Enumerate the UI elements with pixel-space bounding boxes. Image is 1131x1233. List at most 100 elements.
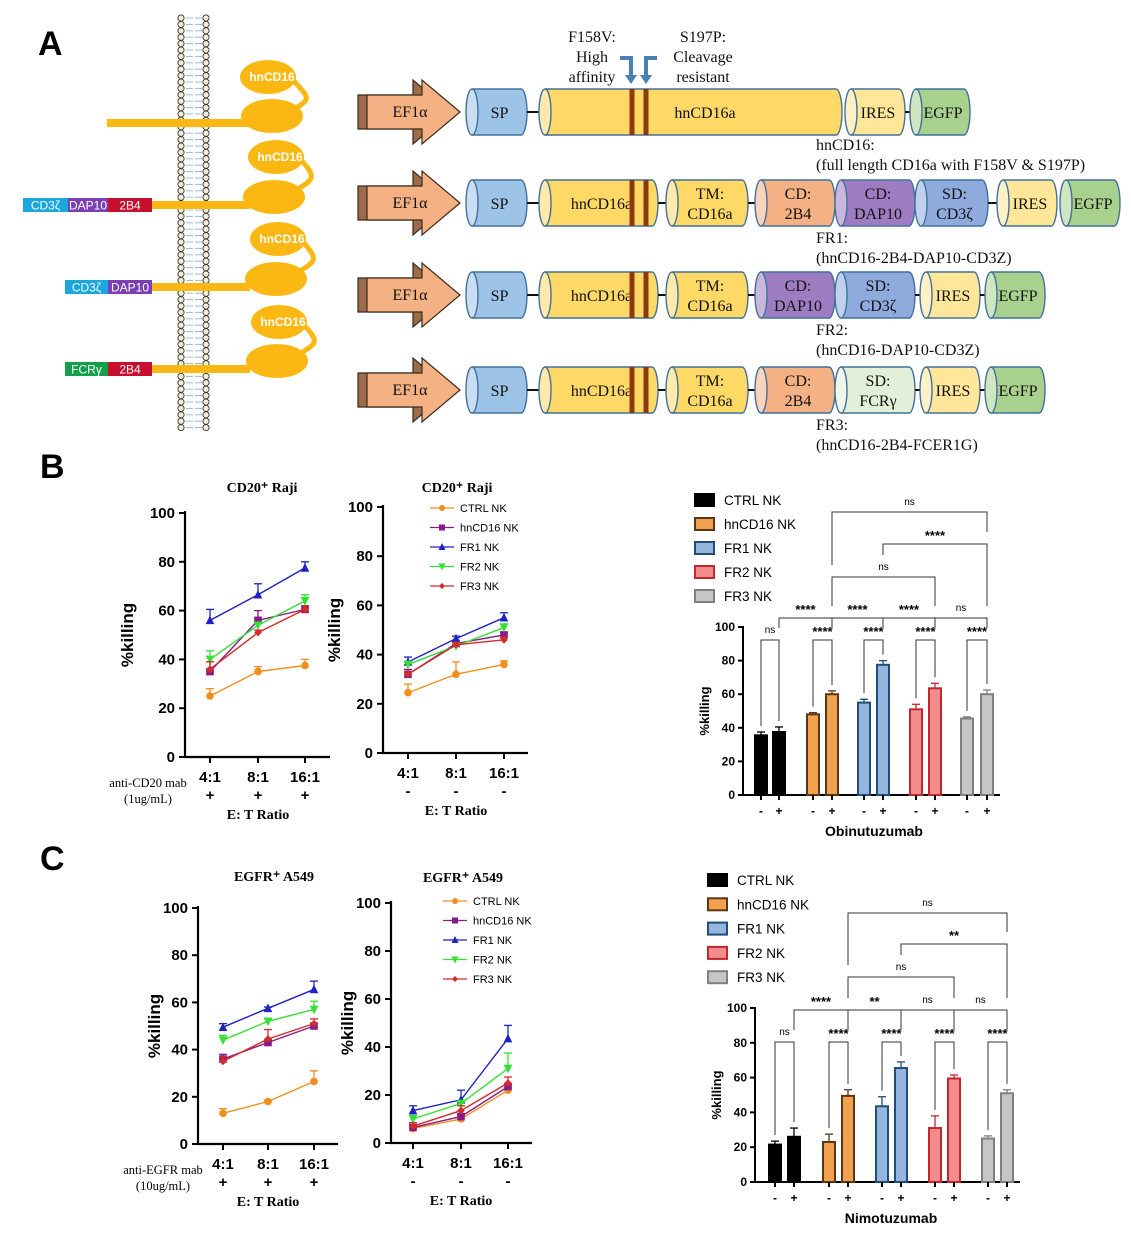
marker-triangle-down	[408, 1115, 418, 1124]
bar	[806, 713, 820, 796]
lipid-head	[177, 84, 185, 92]
treatment-label: anti-EGFR mab	[123, 1163, 203, 1177]
segment-label: TM:	[696, 278, 724, 295]
legend-swatch	[694, 517, 715, 531]
x-tick-label: 4:1	[402, 1155, 424, 1172]
significance-label: ****	[812, 624, 833, 639]
series-fr2-nk: FR2 NK	[408, 955, 513, 1124]
legend-swatch	[707, 897, 728, 912]
lipid-head	[202, 315, 210, 323]
series-fr3-nk: FR3 NK	[409, 974, 513, 1130]
promoter-label: EF1α	[392, 287, 428, 304]
treatment-symbol: -	[506, 1173, 511, 1190]
lipid-head	[177, 129, 185, 137]
x-tick-label: -	[986, 1191, 990, 1205]
segment-label: EGFP	[998, 288, 1037, 305]
segment-label: hnCD16a	[571, 288, 632, 305]
x-tick-label: +	[844, 1191, 851, 1205]
y-tick-label: 0	[740, 1175, 747, 1189]
lipid-head	[177, 411, 185, 419]
segment-body	[841, 180, 909, 226]
segment-label: FCRγ	[859, 393, 896, 410]
bar	[981, 1137, 995, 1183]
series-ctrl-nk: CTRL NK	[707, 873, 801, 1184]
segment: hnCD16a	[538, 88, 843, 136]
marker-triangle-up	[408, 1105, 418, 1115]
construct-1: EF1α SP hnCD16a IRES EGFP hnCD16: (full length…	[357, 78, 1085, 174]
comparison-bracket	[760, 639, 780, 726]
domain-linker	[298, 241, 316, 274]
lipid-head	[202, 20, 210, 28]
series-fr1-nk	[218, 980, 319, 1031]
segment-face	[538, 88, 552, 136]
x-tick-label: -	[933, 1191, 937, 1205]
lipid-head	[177, 302, 185, 310]
segment-face	[919, 366, 933, 414]
bar	[928, 1127, 942, 1184]
lipid-head	[177, 136, 185, 144]
y-tick-label: 100	[150, 505, 175, 522]
comparison-bracket	[847, 976, 955, 998]
legend-swatch	[694, 493, 715, 507]
treatment-symbol: +	[310, 1174, 319, 1191]
lipid-head	[202, 340, 210, 348]
segment: EGFP	[1059, 179, 1121, 227]
bar	[947, 1077, 961, 1183]
y-tick-label: 60	[364, 991, 381, 1008]
lipid-head	[202, 225, 210, 233]
chart-title: CD20⁺ Raji	[227, 481, 298, 496]
signaling-domain-label: FCRγ	[71, 363, 102, 377]
mutation-annotations: F158V: High affinity S197P: Cleavage resistan…	[568, 29, 733, 86]
lipid-head	[177, 238, 185, 246]
segment-body	[1003, 180, 1051, 226]
marker-triangle-up	[300, 563, 310, 572]
segment-body	[472, 89, 521, 135]
segment-label: SP	[491, 383, 509, 400]
significance-label: ns	[896, 962, 907, 973]
lipid-head	[177, 78, 185, 86]
transmembrane-stalk	[152, 283, 250, 291]
segment: EGFP	[984, 271, 1046, 319]
ectodomain-lower	[245, 262, 307, 296]
lipid-head	[177, 168, 185, 176]
segment-face	[1059, 179, 1073, 227]
segment-face	[919, 271, 933, 319]
segment: hnCD16a	[538, 179, 659, 227]
y-tick-label: 20	[171, 1089, 188, 1106]
marker-triangle-up	[451, 936, 459, 943]
marker-triangle-down	[205, 655, 215, 665]
mutation-stripe	[629, 367, 635, 413]
x-tick-label: 4:1	[397, 765, 419, 782]
legend-label: FR3 NK	[737, 970, 785, 985]
lipid-head	[202, 353, 210, 361]
x-tick-label: +	[897, 1191, 904, 1205]
significance-label: ****	[915, 624, 936, 639]
signaling-domain	[68, 198, 108, 212]
significance-label: ****	[828, 1026, 849, 1041]
construct-name: FR1:	[816, 230, 848, 247]
series-ctrl-nk	[206, 658, 309, 700]
signaling-domain-label: CD3ζ	[31, 199, 61, 213]
marker-diamond	[404, 670, 412, 679]
lipid-head	[202, 174, 210, 182]
significance-label: ns	[765, 625, 776, 636]
segment-body	[761, 180, 829, 226]
x-tick-label: -	[811, 804, 815, 818]
bar	[841, 1094, 855, 1183]
lipid-head	[177, 104, 185, 112]
lipid-head	[202, 296, 210, 304]
marker-triangle-down	[499, 623, 509, 633]
lipid-head	[177, 424, 185, 432]
treatment-symbol: -	[406, 783, 411, 800]
lipid-head	[177, 353, 185, 361]
lipid-head	[177, 257, 185, 265]
significance-label: ****	[925, 528, 946, 543]
segment-body	[672, 367, 742, 413]
segment-label: SD:	[866, 278, 891, 295]
lipid-head	[202, 110, 210, 118]
signaling-domain	[23, 198, 68, 212]
y-tick-label: 60	[722, 687, 736, 701]
